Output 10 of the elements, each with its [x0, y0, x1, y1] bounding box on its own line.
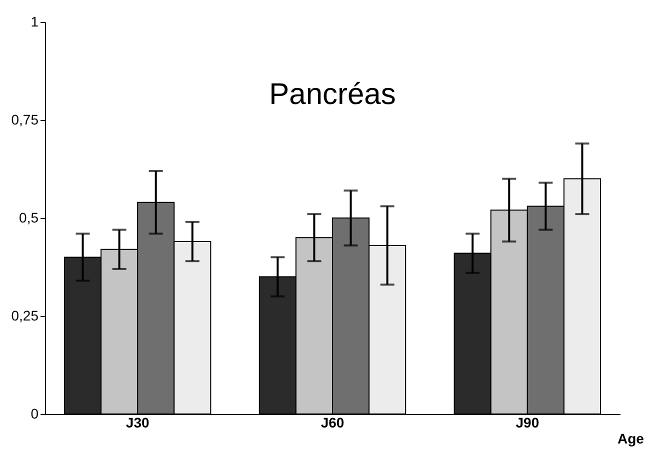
y-tick-label: 1: [30, 14, 39, 30]
y-tick-label: 0,75: [11, 112, 39, 128]
x-tick-label: J30: [126, 414, 150, 430]
x-axis-title: Age: [618, 430, 644, 446]
x-tick-label: J90: [516, 414, 540, 430]
y-tick-label: 0: [30, 406, 39, 422]
y-tick-label: 0,5: [19, 210, 39, 226]
y-tick-label: 0,25: [11, 308, 39, 324]
text: Pancréas: [269, 78, 396, 111]
x-tick-label: J60: [320, 414, 344, 430]
